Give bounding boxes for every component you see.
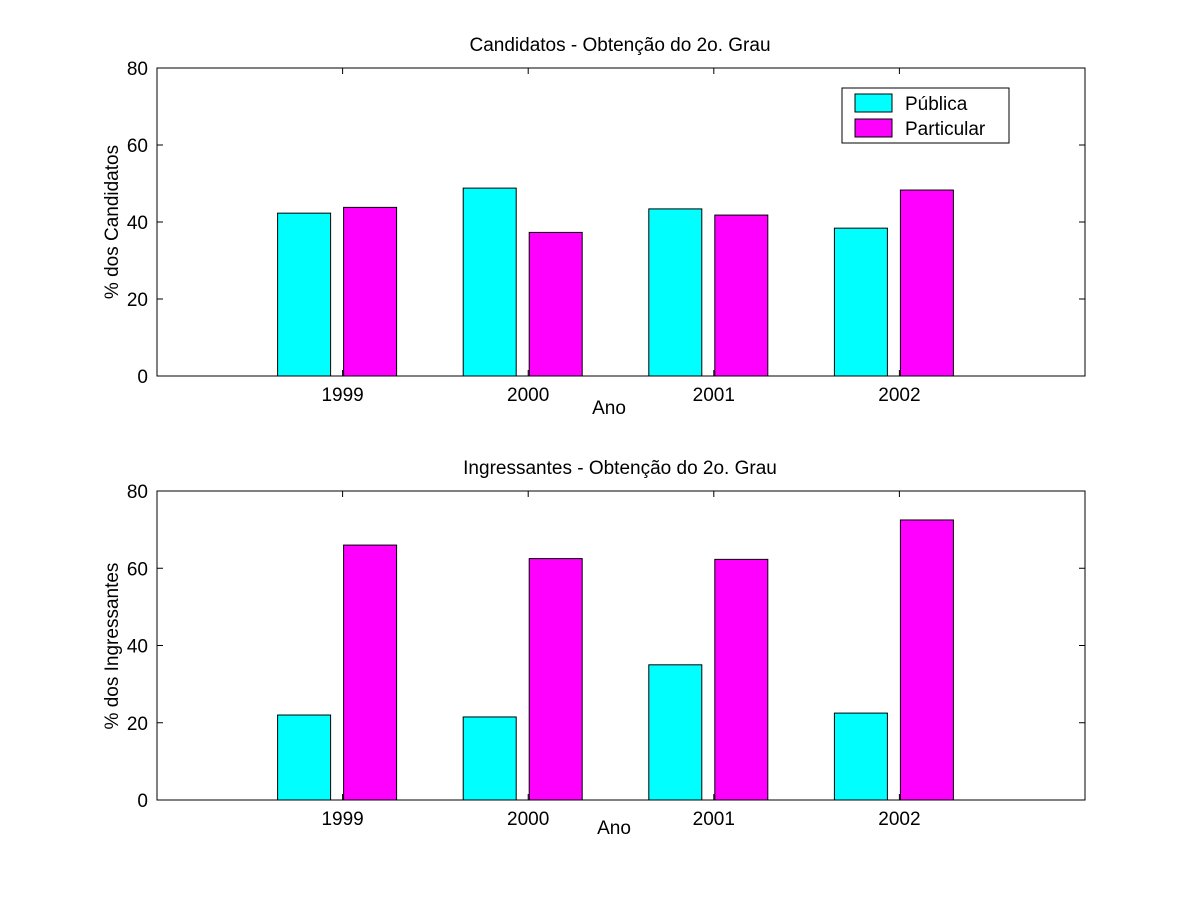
bars-group xyxy=(277,187,954,377)
x-axis-ticks: 1999 2000 2001 2002 xyxy=(321,68,921,406)
x-axis-label: Ano xyxy=(592,398,626,419)
legend-swatch-publica xyxy=(854,93,893,113)
bar-publica-2000 xyxy=(462,187,517,377)
bar-publica-1999 xyxy=(277,212,332,377)
bars-group xyxy=(277,519,954,801)
x-tick-label: 2002 xyxy=(878,385,920,406)
bar-publica-2001 xyxy=(648,664,703,801)
bar-publica-2000 xyxy=(462,716,517,801)
legend-swatch-particular xyxy=(854,118,893,138)
y-tick-label: 60 xyxy=(127,559,148,580)
ingressantes-chart: Ingressantes - Obtenção do 2o. Grau 0 20 4… xyxy=(102,458,1086,839)
bar-particular-1999 xyxy=(343,206,398,377)
y-tick-label: 60 xyxy=(127,136,148,157)
x-tick-label: 2002 xyxy=(878,809,920,830)
bar-particular-1999 xyxy=(343,544,398,801)
legend-label-publica: Pública xyxy=(905,94,968,115)
y-tick-label: 80 xyxy=(127,482,148,503)
y-tick-label: 40 xyxy=(127,213,148,234)
x-tick-label: 2001 xyxy=(693,809,735,830)
candidatos-chart: Candidatos - Obtenção do 2o. Grau 0 20 40 6… xyxy=(102,35,1086,419)
chart-title: Ingressantes - Obtenção do 2o. Grau xyxy=(463,458,777,479)
bar-publica-2001 xyxy=(648,208,703,377)
y-axis-label: % dos Ingressantes xyxy=(102,563,123,730)
bar-particular-2002 xyxy=(899,519,954,801)
y-tick-label: 40 xyxy=(127,637,148,658)
bar-particular-2002 xyxy=(899,189,954,377)
y-tick-label: 80 xyxy=(127,59,148,80)
x-tick-label: 1999 xyxy=(321,809,363,830)
y-tick-label: 0 xyxy=(137,367,148,388)
x-axis-label: Ano xyxy=(597,818,631,839)
x-tick-label: 1999 xyxy=(321,385,363,406)
y-tick-label: 20 xyxy=(127,290,148,311)
chart-title: Candidatos - Obtenção do 2o. Grau xyxy=(469,35,770,56)
bar-particular-2000 xyxy=(528,558,583,801)
x-tick-label: 2001 xyxy=(693,385,735,406)
bar-publica-2002 xyxy=(833,227,888,377)
y-axis-ticks: 0 20 40 60 80 xyxy=(127,59,1085,388)
bar-particular-2001 xyxy=(714,214,769,377)
legend: Pública Particular xyxy=(841,87,1010,144)
x-tick-label: 2000 xyxy=(507,385,549,406)
x-tick-label: 2000 xyxy=(507,809,549,830)
bar-particular-2000 xyxy=(528,231,583,377)
y-tick-label: 0 xyxy=(137,791,148,812)
legend-label-particular: Particular xyxy=(905,119,986,140)
y-axis-ticks: 0 20 40 60 80 xyxy=(127,482,1085,812)
bar-publica-1999 xyxy=(277,714,332,801)
bar-publica-2002 xyxy=(833,712,888,801)
y-axis-label: % dos Candidatos xyxy=(102,145,123,299)
bar-particular-2001 xyxy=(714,558,769,801)
y-tick-label: 20 xyxy=(127,714,148,735)
x-axis-ticks: 1999 2000 2001 2002 xyxy=(321,491,921,830)
